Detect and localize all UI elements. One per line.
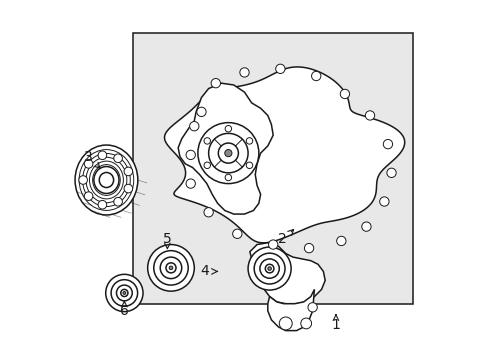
Circle shape xyxy=(232,229,242,238)
Circle shape xyxy=(160,257,182,279)
Circle shape xyxy=(185,179,195,188)
Circle shape xyxy=(275,64,285,73)
Circle shape xyxy=(114,154,122,163)
Circle shape xyxy=(98,151,106,159)
Text: 2: 2 xyxy=(277,232,286,246)
Circle shape xyxy=(260,259,279,278)
Polygon shape xyxy=(178,83,273,214)
Circle shape xyxy=(79,176,87,184)
Circle shape xyxy=(121,289,128,297)
Ellipse shape xyxy=(94,167,119,193)
Circle shape xyxy=(153,251,188,285)
Text: 5: 5 xyxy=(163,232,171,246)
Circle shape xyxy=(304,243,313,253)
Circle shape xyxy=(247,247,290,290)
Circle shape xyxy=(365,111,374,120)
Circle shape xyxy=(383,139,392,149)
Circle shape xyxy=(218,143,238,163)
Circle shape xyxy=(116,285,132,301)
Circle shape xyxy=(254,253,285,284)
Circle shape xyxy=(105,274,142,312)
Circle shape xyxy=(169,266,172,270)
Circle shape xyxy=(340,89,349,99)
Circle shape xyxy=(111,280,137,306)
Circle shape xyxy=(198,123,258,184)
Circle shape xyxy=(300,318,311,329)
Circle shape xyxy=(147,244,194,291)
Text: 4: 4 xyxy=(200,265,209,278)
Circle shape xyxy=(361,222,370,231)
Circle shape xyxy=(84,159,93,168)
Circle shape xyxy=(203,138,210,144)
Circle shape xyxy=(189,122,199,131)
Circle shape xyxy=(311,71,320,81)
Circle shape xyxy=(84,192,93,201)
Circle shape xyxy=(379,197,388,206)
Text: 6: 6 xyxy=(120,304,128,318)
Circle shape xyxy=(98,201,106,209)
Circle shape xyxy=(208,134,247,173)
Circle shape xyxy=(203,208,213,217)
Circle shape xyxy=(268,240,277,249)
Text: 3: 3 xyxy=(84,150,93,164)
Circle shape xyxy=(124,184,132,193)
Circle shape xyxy=(224,174,231,181)
Circle shape xyxy=(246,162,252,168)
Circle shape xyxy=(114,197,122,206)
Circle shape xyxy=(224,149,231,157)
Circle shape xyxy=(196,107,206,117)
Ellipse shape xyxy=(75,145,138,215)
Circle shape xyxy=(336,236,346,246)
Circle shape xyxy=(239,68,249,77)
Circle shape xyxy=(279,317,292,330)
Polygon shape xyxy=(267,289,314,330)
Ellipse shape xyxy=(99,172,113,188)
Circle shape xyxy=(122,292,125,294)
Circle shape xyxy=(165,263,176,273)
Circle shape xyxy=(203,162,210,168)
Circle shape xyxy=(386,168,395,177)
Text: 1: 1 xyxy=(331,318,340,332)
Circle shape xyxy=(124,167,132,176)
Circle shape xyxy=(211,78,220,88)
Circle shape xyxy=(265,264,273,273)
Polygon shape xyxy=(133,33,412,304)
Circle shape xyxy=(185,150,195,159)
Circle shape xyxy=(224,126,231,132)
Polygon shape xyxy=(249,243,325,304)
Circle shape xyxy=(307,303,317,312)
Circle shape xyxy=(246,138,252,144)
Circle shape xyxy=(267,267,271,270)
Polygon shape xyxy=(164,67,404,243)
